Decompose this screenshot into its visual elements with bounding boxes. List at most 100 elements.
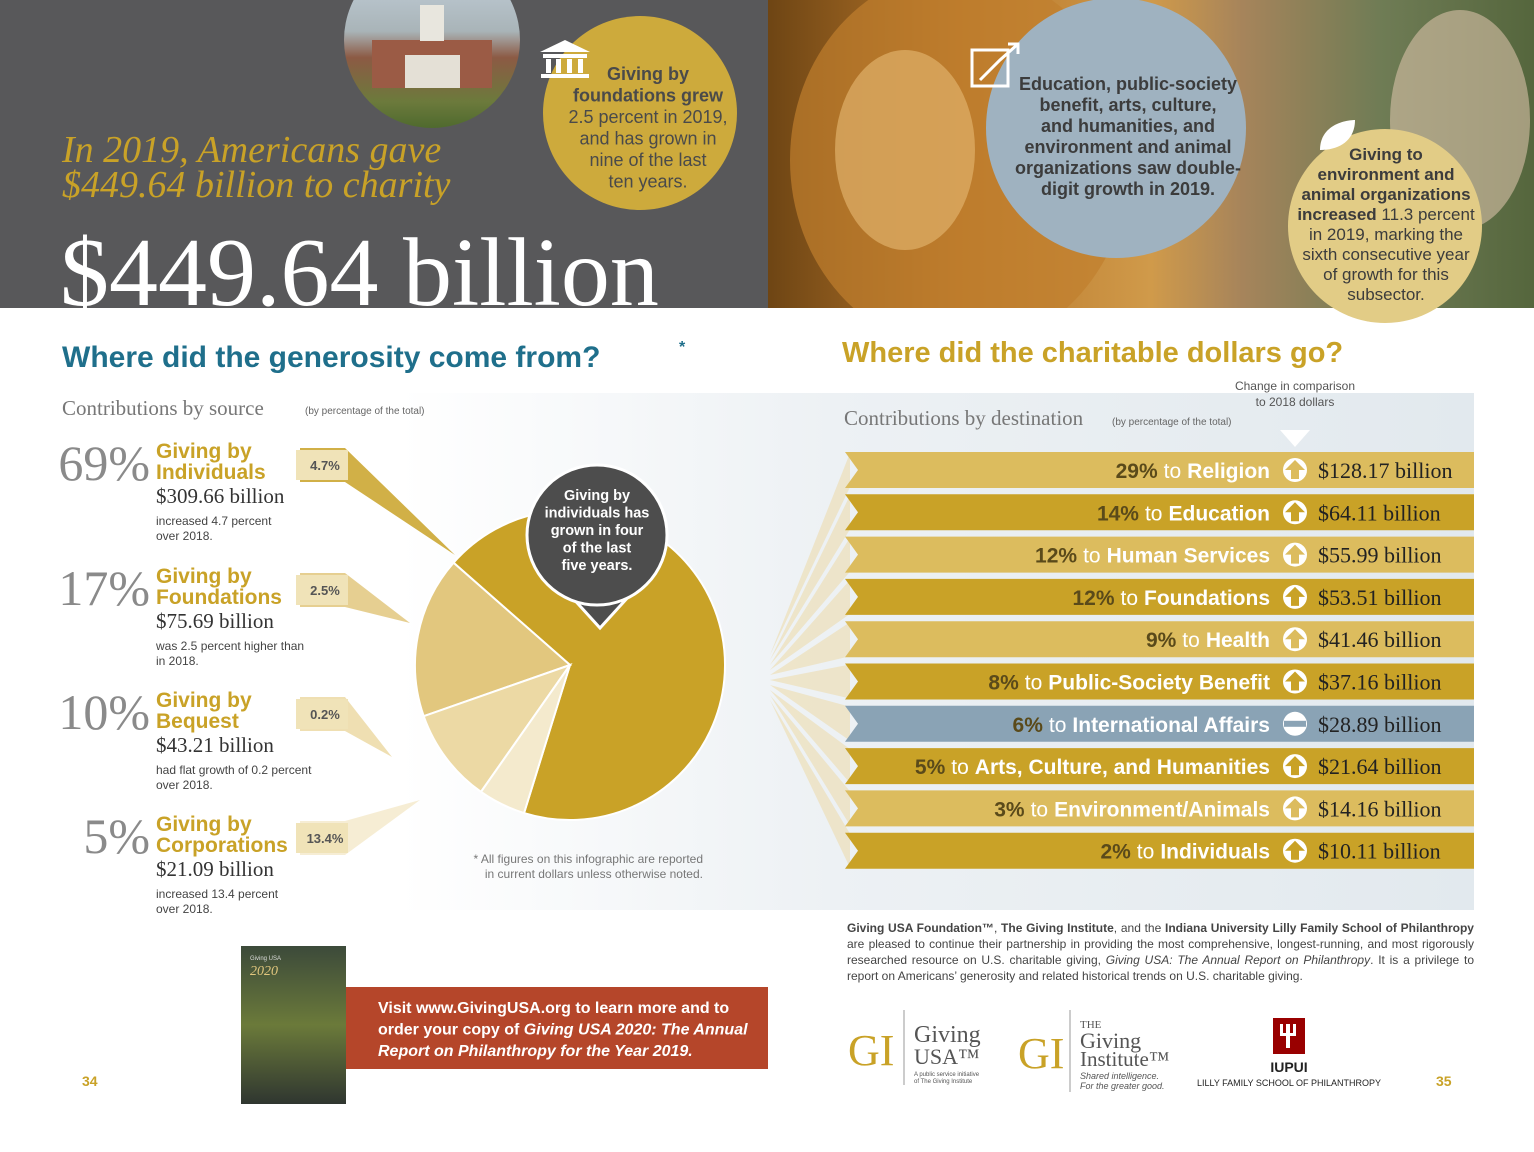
callout-line: environment and animal bbox=[1024, 137, 1231, 157]
source-title: Foundations bbox=[156, 586, 282, 609]
change-note: Change in comparison bbox=[1235, 379, 1355, 393]
paragraph-segment: are pleased to continue their partnershi… bbox=[847, 937, 1474, 967]
trend-up bbox=[1285, 840, 1305, 860]
logo-text: LILLY FAMILY SCHOOL OF PHILANTHROPY bbox=[1197, 1078, 1381, 1088]
promo-line-segment: Report on Philanthropy for the Year 2019… bbox=[378, 1043, 693, 1060]
destination-label: 2% to Individuals bbox=[1100, 841, 1270, 864]
callout-bubble bbox=[525, 463, 669, 607]
source-percent: 10% bbox=[58, 684, 150, 740]
destination-label: 6% to International Affairs bbox=[1013, 714, 1270, 737]
asterisk: * bbox=[679, 339, 686, 356]
destination-amount: $128.17 billion bbox=[1318, 458, 1452, 483]
ray bbox=[770, 579, 850, 670]
source-amount: $75.69 billion bbox=[156, 609, 274, 633]
callout-line-segment: organizations saw double- bbox=[1015, 158, 1241, 178]
callout-line: sixth consecutive year bbox=[1302, 245, 1470, 264]
book-year: 2020 bbox=[250, 964, 278, 979]
callout-line-segment: nine of the last bbox=[589, 150, 706, 170]
foundations-callout-circle bbox=[543, 16, 737, 210]
pie-slice bbox=[422, 663, 573, 794]
ray bbox=[770, 622, 850, 675]
callout-line: of growth for this bbox=[1323, 265, 1449, 284]
callout-line: increased 11.3 percent bbox=[1297, 205, 1475, 224]
source-note: increased 4.7 percent bbox=[156, 514, 272, 528]
trend-up bbox=[1285, 586, 1305, 606]
bank-icon bbox=[540, 40, 590, 78]
destination-amount: $37.16 billion bbox=[1318, 670, 1441, 695]
destination-label: 3% to Environment/Animals bbox=[994, 798, 1270, 821]
destination-name: Education bbox=[1168, 502, 1270, 525]
destination-amount: $14.16 billion bbox=[1318, 796, 1441, 821]
iupui-emblem bbox=[1273, 1018, 1305, 1054]
callout-line: nine of the last bbox=[589, 150, 706, 170]
promo-line-segment: order your copy of bbox=[378, 1022, 524, 1039]
ray bbox=[770, 685, 850, 741]
destination-bar bbox=[845, 663, 1474, 700]
source-note: increased 13.4 percent bbox=[156, 887, 279, 901]
subheading: Contributions by source bbox=[62, 396, 264, 420]
destination-bar bbox=[845, 494, 1474, 531]
destination-name: Foundations bbox=[1144, 587, 1270, 610]
source-note: over 2018. bbox=[156, 902, 213, 916]
change-label: 2.5% bbox=[310, 583, 340, 598]
callout-line: 2.5 percent in 2019, bbox=[568, 107, 727, 127]
callout-line-segment: digit growth in 2019. bbox=[1041, 179, 1215, 199]
trend-up bbox=[1285, 798, 1305, 818]
total-amount: $449.64 billion bbox=[60, 219, 659, 327]
source-title: Giving by bbox=[156, 440, 252, 463]
ray bbox=[770, 695, 850, 826]
callout-line: of the last bbox=[563, 541, 632, 557]
destination-percent: 12% bbox=[1035, 545, 1077, 568]
paragraph-segment: . It is a privilege to report on America… bbox=[847, 953, 1474, 983]
promo-line: Report on Philanthropy for the Year 2019… bbox=[378, 1043, 693, 1060]
paragraph-segment: , bbox=[993, 921, 1002, 935]
callout-line-segment: foundations grew bbox=[573, 86, 724, 106]
book-title: Giving USA bbox=[250, 956, 281, 962]
callout-line-segment: and humanities, and bbox=[1041, 116, 1215, 136]
paragraph-segment: , and the bbox=[1113, 921, 1165, 935]
headline: In 2019, Americans gave bbox=[61, 129, 441, 171]
source-percent: 5% bbox=[83, 808, 150, 864]
destination-connector: to bbox=[1121, 587, 1139, 610]
destination-name: Human Services bbox=[1107, 545, 1270, 568]
logo-tagline: A public service initiative bbox=[914, 1072, 980, 1078]
change-label: 13.4% bbox=[307, 831, 344, 846]
destination-percent: 29% bbox=[1116, 460, 1158, 483]
destination-name: Health bbox=[1206, 629, 1270, 652]
callout-line-segment: animal organizations bbox=[1301, 185, 1470, 204]
ray bbox=[770, 700, 850, 868]
destination-bar bbox=[845, 832, 1474, 869]
destination-label: 8% to Public-Society Benefit bbox=[988, 672, 1270, 695]
callout-line-segment: environment and bbox=[1318, 165, 1455, 184]
callout-line: and has grown in bbox=[579, 129, 716, 149]
destination-percent: 2% bbox=[1100, 841, 1131, 864]
destination-amount: $64.11 billion bbox=[1318, 500, 1441, 525]
source-note: was 2.5 percent higher than bbox=[155, 639, 304, 653]
destination-percent: 5% bbox=[915, 756, 946, 779]
destination-bar bbox=[845, 748, 1474, 785]
destination-bar bbox=[845, 578, 1474, 615]
ray bbox=[770, 453, 850, 655]
logo-tagline: of The Giving Institute bbox=[914, 1079, 973, 1085]
change-note: to 2018 dollars bbox=[1256, 395, 1335, 409]
source-note: over 2018. bbox=[156, 529, 213, 543]
change-label: 0.2% bbox=[310, 707, 340, 722]
logo-text: USA™ bbox=[914, 1044, 980, 1069]
destination-connector: to bbox=[1025, 672, 1043, 695]
destination-label: 12% to Foundations bbox=[1072, 587, 1270, 610]
destination-connector: to bbox=[1164, 460, 1182, 483]
destination-bar bbox=[845, 705, 1474, 742]
ray bbox=[770, 495, 850, 660]
callout-line-segment: increased bbox=[1297, 205, 1376, 224]
subheading-note: (by percentage of the total) bbox=[1112, 417, 1232, 428]
section-heading: Where did the charitable dollars go? bbox=[842, 337, 1343, 369]
destination-label: 12% to Human Services bbox=[1035, 545, 1270, 568]
callout-line: environment and bbox=[1318, 165, 1455, 184]
change-badge bbox=[296, 823, 348, 853]
destination-amount: $28.89 billion bbox=[1318, 712, 1441, 737]
logo-tagline: Shared intelligence. bbox=[1080, 1071, 1159, 1081]
callout-line-segment: subsector. bbox=[1347, 285, 1425, 304]
logo-monogram: GI bbox=[1018, 1029, 1064, 1078]
callout-line: Education, public-society bbox=[1019, 74, 1237, 94]
